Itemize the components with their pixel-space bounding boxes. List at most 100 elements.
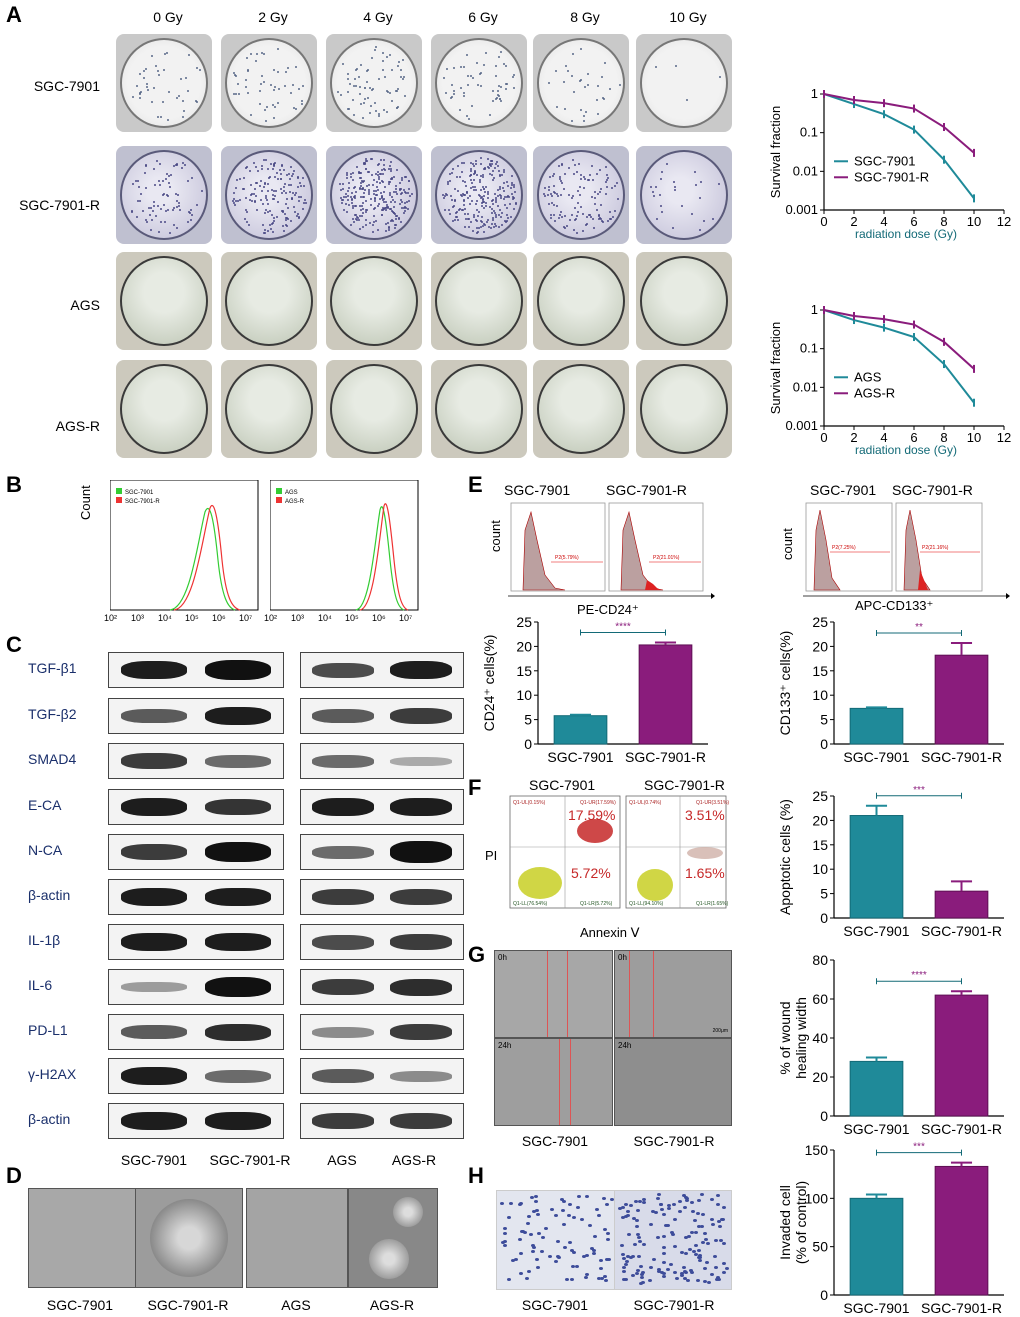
colony bbox=[464, 181, 467, 184]
invaded-cell bbox=[624, 1278, 629, 1282]
colony bbox=[382, 159, 385, 162]
colony bbox=[372, 193, 375, 196]
colony bbox=[567, 69, 570, 72]
colony bbox=[555, 105, 558, 108]
x-tick-label: 0 bbox=[820, 214, 827, 229]
colony bbox=[548, 202, 551, 205]
transwell-label: SGC-7901-R bbox=[633, 1297, 715, 1313]
colony bbox=[263, 186, 266, 189]
colony bbox=[386, 206, 389, 209]
colony bbox=[369, 222, 372, 225]
blot-protein-label: IL-1β bbox=[28, 932, 61, 948]
colony bbox=[464, 194, 467, 197]
blot-band bbox=[204, 1112, 271, 1130]
colony bbox=[235, 187, 238, 190]
colony bbox=[276, 200, 279, 203]
x-tick-label: 0 bbox=[820, 430, 827, 445]
y-axis-label: Survival fraction bbox=[768, 106, 783, 198]
colony bbox=[246, 69, 249, 72]
colony bbox=[166, 118, 169, 121]
colony bbox=[201, 189, 204, 192]
invaded-cell bbox=[502, 1231, 507, 1235]
colony bbox=[598, 215, 601, 218]
invaded-cell bbox=[709, 1218, 714, 1222]
invaded-cell bbox=[572, 1250, 577, 1254]
y-tick-label: 150 bbox=[805, 1142, 829, 1158]
micrograph-ags-r bbox=[348, 1188, 438, 1288]
invaded-cell bbox=[637, 1200, 642, 1204]
colony bbox=[182, 116, 185, 119]
colony bbox=[153, 205, 156, 208]
colony bbox=[297, 88, 300, 91]
colony bbox=[673, 180, 676, 183]
colony bbox=[360, 63, 363, 66]
colony bbox=[249, 193, 252, 196]
colony bbox=[387, 206, 390, 209]
colony bbox=[362, 187, 365, 190]
histogram-tick-label: 10⁵ bbox=[185, 613, 199, 623]
colony bbox=[495, 97, 498, 100]
colony bbox=[373, 179, 376, 182]
colony bbox=[450, 172, 453, 175]
blot-band bbox=[204, 933, 271, 951]
colony bbox=[256, 181, 259, 184]
colony bbox=[504, 204, 507, 207]
colony bbox=[385, 223, 388, 226]
colony bbox=[579, 194, 582, 197]
colony bbox=[603, 62, 606, 65]
colony bbox=[562, 226, 565, 229]
y-tick-label: 15 bbox=[516, 663, 532, 679]
colony bbox=[375, 110, 378, 113]
colony bbox=[586, 216, 589, 219]
colony bbox=[347, 186, 350, 189]
colony bbox=[466, 213, 469, 216]
colony bbox=[581, 212, 584, 215]
invaded-cell bbox=[605, 1237, 610, 1241]
colony bbox=[572, 90, 575, 93]
colony bbox=[361, 117, 364, 120]
colony bbox=[377, 170, 380, 173]
blot-band bbox=[312, 889, 374, 905]
colony bbox=[585, 223, 588, 225]
colony bbox=[368, 87, 371, 90]
blot-strip bbox=[300, 969, 464, 1005]
invaded-cell bbox=[592, 1234, 597, 1238]
colony bbox=[512, 186, 515, 189]
culture-dish bbox=[326, 252, 422, 350]
colony bbox=[294, 191, 297, 194]
colony bbox=[342, 199, 345, 202]
colony bbox=[463, 91, 466, 94]
colony bbox=[340, 197, 343, 200]
colony bbox=[151, 55, 154, 58]
colony bbox=[358, 75, 360, 78]
invaded-cell bbox=[537, 1232, 542, 1236]
colony bbox=[342, 183, 344, 186]
x-tick-label: 12 bbox=[997, 430, 1011, 445]
wound-image: 0h bbox=[494, 950, 613, 1038]
histogram-curve-red bbox=[359, 503, 409, 611]
colony bbox=[187, 180, 190, 183]
colony bbox=[387, 225, 390, 228]
colony bbox=[302, 208, 305, 211]
time-label: 24h bbox=[618, 1041, 632, 1050]
colony bbox=[614, 185, 617, 188]
colony bbox=[385, 55, 388, 58]
flow-group-label: SGC-7901 bbox=[504, 482, 571, 498]
colony bbox=[273, 194, 276, 197]
invaded-cell bbox=[534, 1200, 539, 1204]
colony bbox=[380, 179, 383, 182]
colony bbox=[481, 199, 484, 202]
colony bbox=[550, 193, 553, 196]
invaded-cell bbox=[666, 1268, 671, 1272]
colony bbox=[655, 66, 658, 69]
colony bbox=[473, 189, 476, 192]
colony bbox=[408, 200, 411, 203]
colony bbox=[483, 187, 486, 190]
colony bbox=[557, 217, 560, 220]
colony bbox=[487, 219, 490, 222]
colony bbox=[375, 190, 378, 193]
colony bbox=[362, 207, 365, 210]
colony bbox=[377, 189, 380, 192]
colony bbox=[156, 115, 159, 118]
colony bbox=[463, 66, 466, 69]
